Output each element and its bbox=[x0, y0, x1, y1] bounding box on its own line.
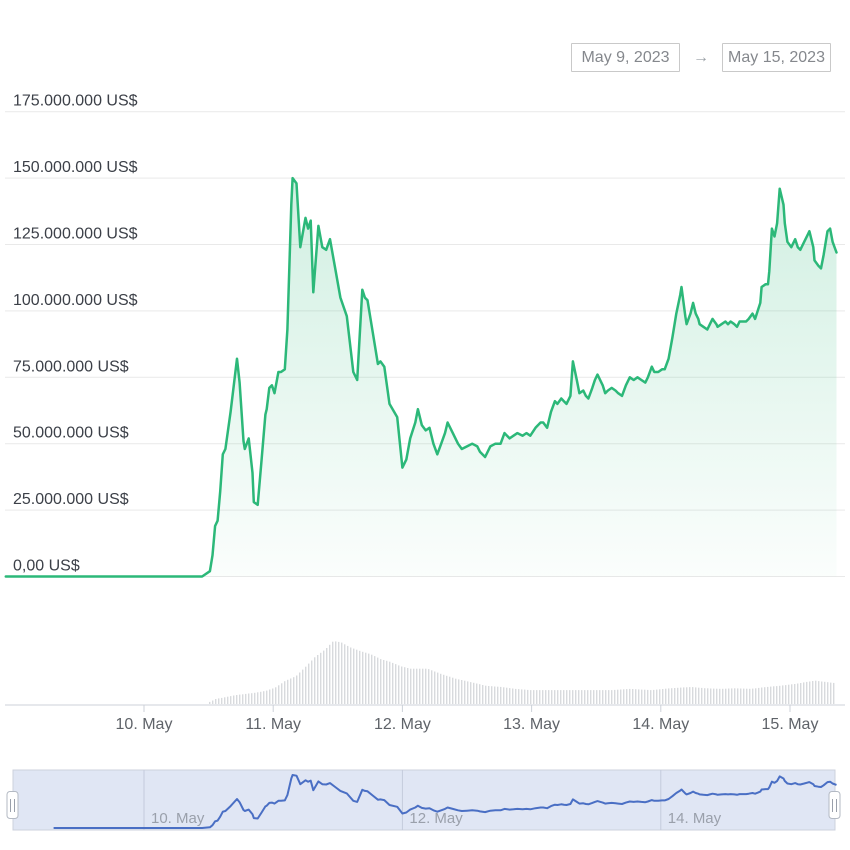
x-axis-label: 14. May bbox=[632, 716, 689, 733]
price-line bbox=[4, 176, 838, 578]
y-axis-label: 175.000.000 US$ bbox=[13, 93, 138, 110]
y-axis-label: 0,00 US$ bbox=[13, 558, 80, 575]
x-axis-label: 15. May bbox=[762, 716, 819, 733]
x-axis-label: 10. May bbox=[116, 716, 173, 733]
navigator-handle-right[interactable] bbox=[828, 791, 841, 819]
y-axis-label: 25.000.000 US$ bbox=[13, 491, 129, 508]
navigator-handle-left[interactable] bbox=[6, 791, 19, 819]
x-axis-label: 12. May bbox=[374, 716, 431, 733]
navigator-line bbox=[53, 774, 837, 829]
y-axis-label: 125.000.000 US$ bbox=[13, 226, 138, 243]
x-axis-label: 11. May bbox=[245, 716, 301, 733]
y-axis-label: 150.000.000 US$ bbox=[13, 159, 138, 176]
volume-bars bbox=[209, 641, 835, 704]
navigator-track[interactable] bbox=[12, 769, 836, 831]
navigator-label: 12. May bbox=[409, 810, 463, 827]
y-axis-label: 50.000.000 US$ bbox=[13, 425, 129, 442]
date-range-arrow-icon: → bbox=[693, 48, 709, 66]
y-axis-label: 100.000.000 US$ bbox=[13, 292, 138, 309]
x-axis-label: 13. May bbox=[503, 716, 560, 733]
navigator-label: 14. May bbox=[668, 810, 722, 827]
date-range-picker: May 9, 2023 → May 15, 2023 bbox=[571, 43, 831, 72]
date-to-input[interactable]: May 15, 2023 bbox=[722, 43, 831, 72]
y-axis-label: 75.000.000 US$ bbox=[13, 358, 129, 375]
date-from-input[interactable]: May 9, 2023 bbox=[571, 43, 680, 72]
navigator-label: 10. May bbox=[151, 810, 205, 827]
price-area-fill bbox=[5, 178, 837, 577]
